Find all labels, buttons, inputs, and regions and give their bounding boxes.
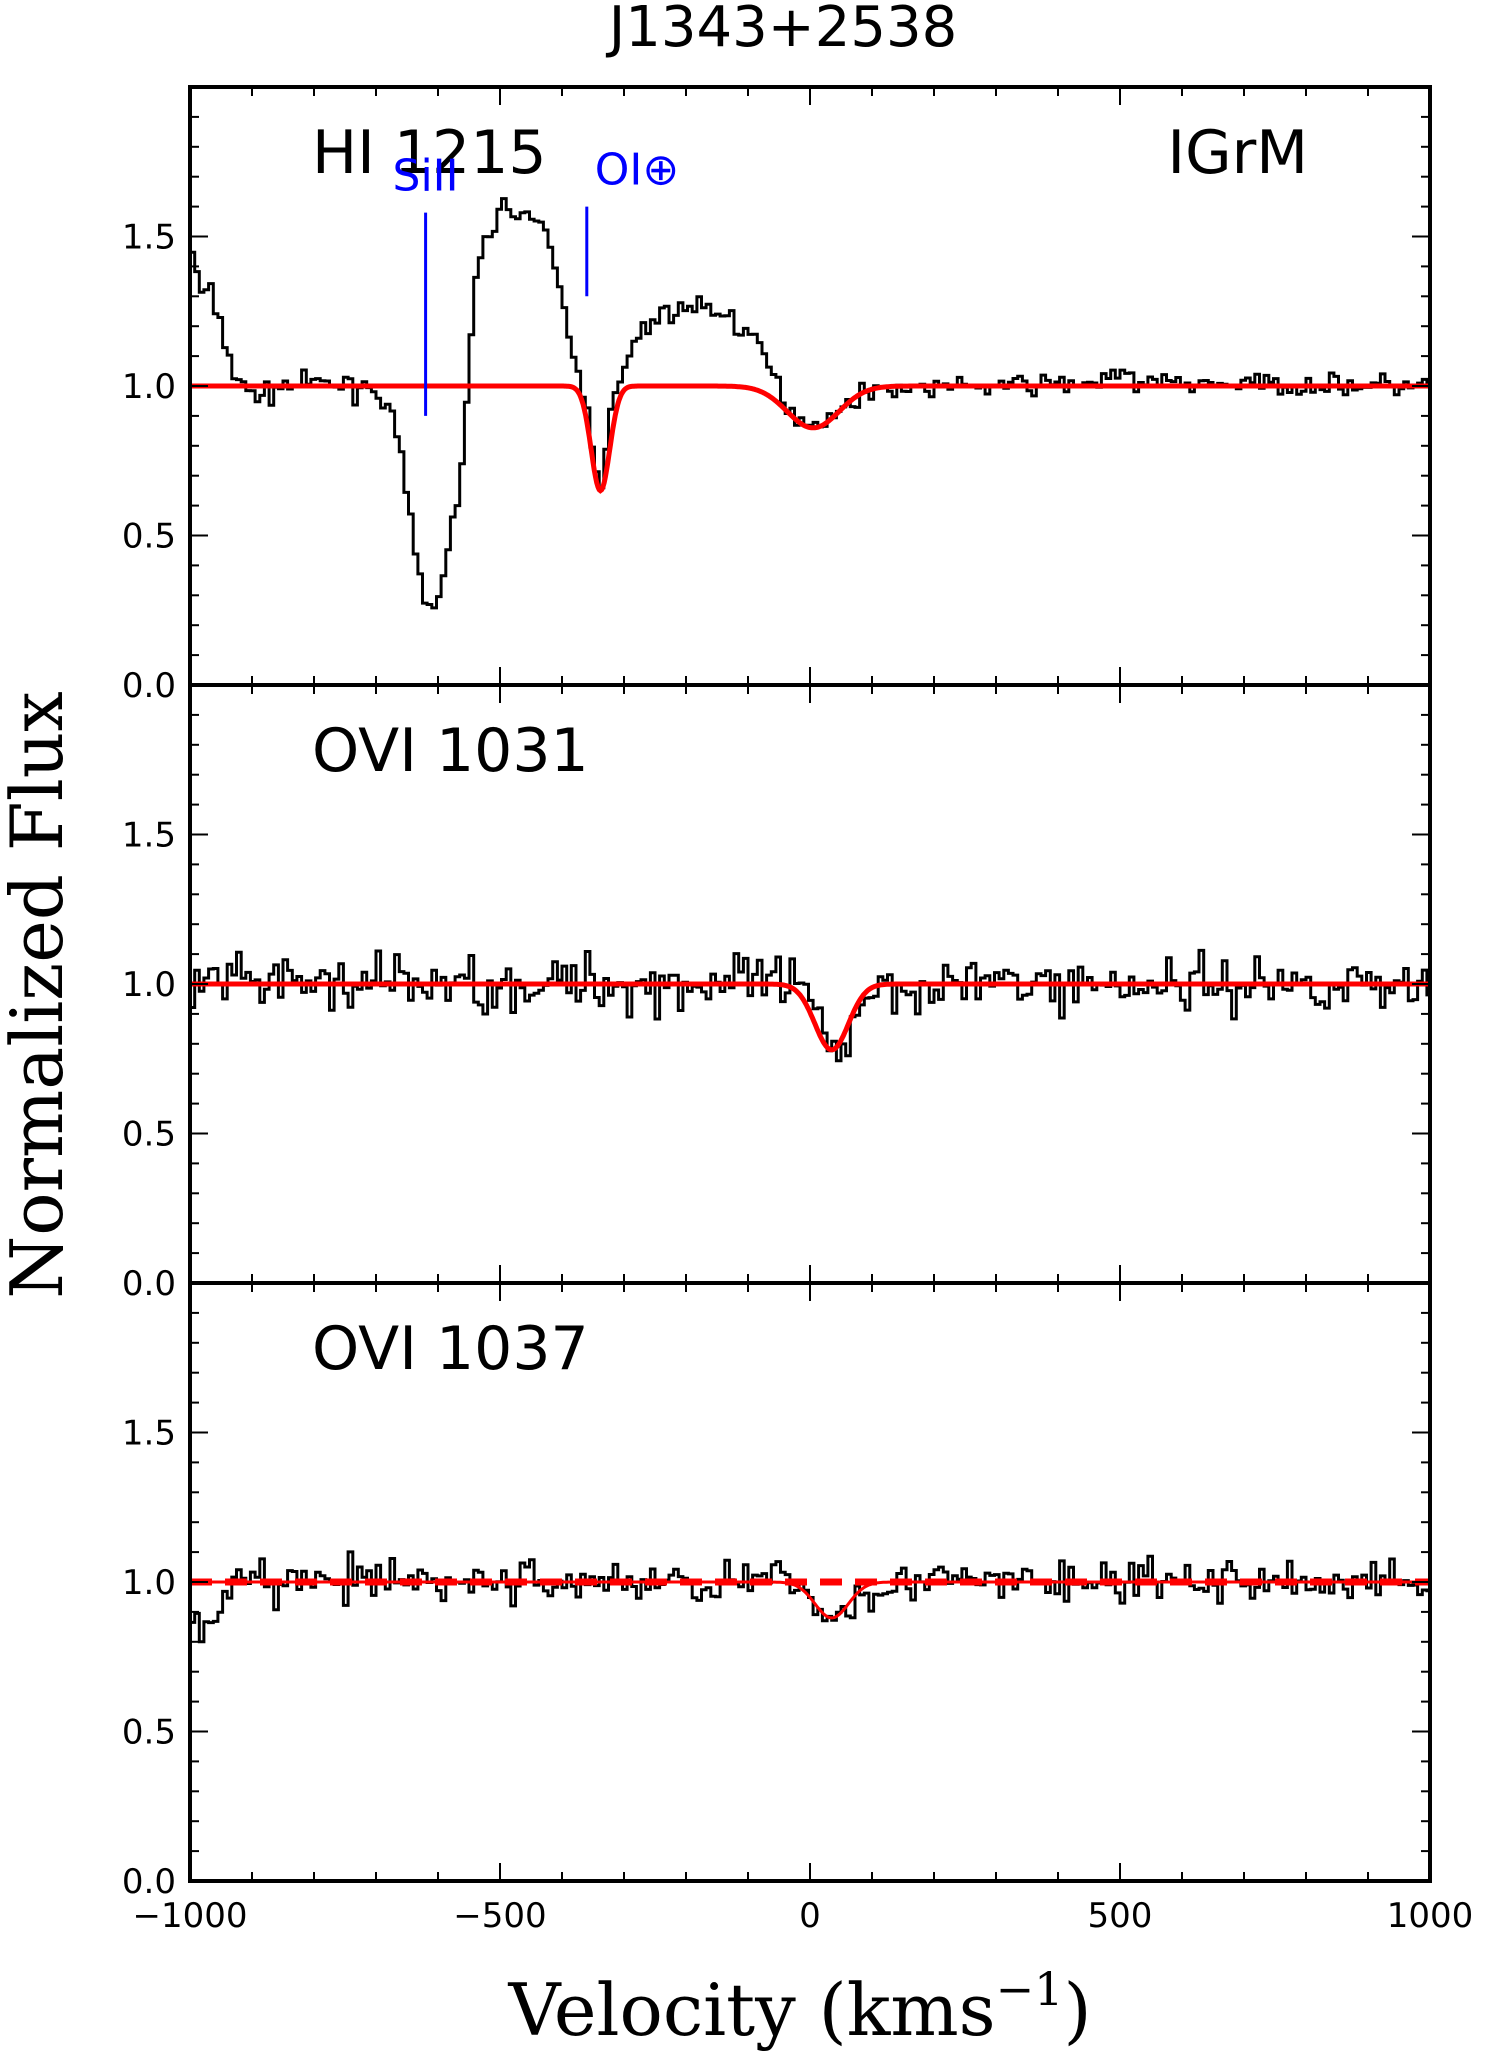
panel-tag: IGrM [1167, 118, 1308, 188]
y-axis-label: Normalized Flux [0, 691, 79, 1299]
y-tick-label: 1.5 [122, 816, 176, 856]
panel-3: 0.0 0.5 1.0 1.5 OVI 1037 [122, 1281, 1432, 1902]
x-tick-label: 1000 [1387, 1896, 1474, 1936]
x-axis-label-close: ) [1063, 1968, 1091, 2052]
y-tick-label: 1.0 [122, 1563, 176, 1603]
y-tick-label: 0.5 [122, 1115, 176, 1155]
panel-2: 0.0 0.5 1.0 1.5 OVI 1031 [122, 683, 1432, 1304]
x-tick-label: −500 [453, 1896, 546, 1936]
y-tick-label: 1.5 [122, 218, 176, 258]
data-series [190, 948, 1430, 1063]
panel-1: 0.0 0.5 1.0 1.5 HI 1215 IGrM SiII OI⊕ [122, 85, 1432, 706]
x-tick-labels: −1000 −500 0 500 1000 [132, 1896, 1473, 1936]
line-marker-label: OI⊕ [595, 145, 679, 196]
chart-title: J1343+2538 [606, 0, 957, 60]
panel-label: OVI 1037 [312, 1314, 589, 1384]
y-tick-label: 0.5 [122, 1713, 176, 1753]
line-marker-label: SiII [393, 151, 459, 202]
panel-label: OVI 1031 [312, 716, 589, 786]
y-tick-label: 0.0 [122, 1862, 176, 1902]
panels-group: 0.0 0.5 1.0 1.5 HI 1215 IGrM SiII OI⊕ 0.0 0.5 1.0 1… [122, 85, 1432, 1902]
panel-label: HI 1215 [312, 118, 547, 188]
y-tick-label: 1.0 [122, 367, 176, 407]
fit-curve [190, 981, 1430, 1053]
y-tick-label: 0.0 [122, 666, 176, 706]
y-tick-label: 1.0 [122, 965, 176, 1005]
x-tick-label: −1000 [132, 1896, 247, 1936]
x-tick-label: 0 [799, 1896, 821, 1936]
y-tick-label: 1.5 [122, 1414, 176, 1454]
y-tick-label: 0.5 [122, 517, 176, 557]
x-tick-label: 500 [1088, 1896, 1153, 1936]
fit-curve [190, 383, 1430, 494]
x-axis-label: Velocity (kms−1) [507, 1962, 1091, 2052]
x-axis-label-main: Velocity (kms [507, 1968, 995, 2052]
x-axis-label-exponent: −1 [996, 1962, 1064, 2016]
data-series [190, 197, 1430, 610]
y-tick-label: 0.0 [122, 1264, 176, 1304]
